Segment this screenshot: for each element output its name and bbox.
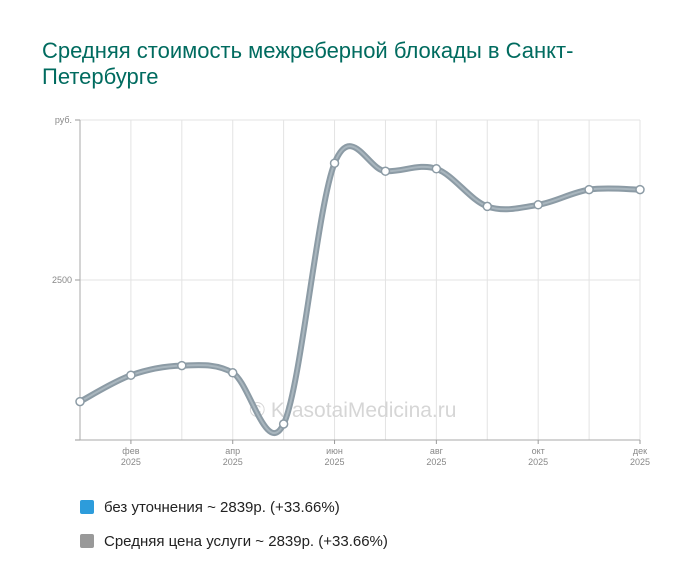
data-point: [380, 166, 391, 176]
watermark: © KrasotaiMedicina.ru: [250, 399, 457, 422]
x-tick-label-month: авг: [430, 446, 444, 456]
y-tick-label: руб.: [55, 115, 72, 125]
data-point: [533, 200, 543, 210]
x-tick-label-month: апр: [225, 446, 240, 456]
data-point: [227, 368, 238, 378]
legend-swatch-gray: [80, 534, 94, 548]
legend-item-unspecified[interactable]: без уточнения ~ 2839р. (+33.66%): [80, 490, 388, 524]
x-tick-label-month: июн: [326, 446, 343, 456]
x-tick-label-year: 2025: [630, 457, 650, 467]
legend-item-average[interactable]: Средняя цена услуги ~ 2839р. (+33.66%): [80, 524, 388, 558]
series-line-average: [80, 143, 640, 437]
y-tick-label: 2500: [52, 275, 72, 285]
legend-label: Средняя цена услуги ~ 2839р. (+33.66%): [104, 532, 388, 550]
x-tick-label-year: 2025: [426, 457, 446, 467]
legend-swatch-blue: [80, 500, 94, 514]
chart-title: Средняя стоимость межреберной блокады в …: [42, 38, 574, 89]
x-tick-label-year: 2025: [528, 457, 548, 467]
data-point: [278, 419, 289, 429]
series-line-unspecified: [80, 145, 640, 435]
x-tick-label-year: 2025: [121, 457, 141, 467]
data-point: [177, 360, 187, 371]
data-point: [635, 184, 645, 195]
data-point: [431, 164, 442, 174]
data-point: [75, 396, 85, 407]
x-tick-label-month: окт: [532, 446, 545, 456]
data-point: [126, 370, 136, 380]
x-tick-label-year: 2025: [325, 457, 345, 467]
x-tick-label-month: фев: [122, 446, 139, 456]
data-point: [482, 201, 493, 212]
legend-label: без уточнения ~ 2839р. (+33.66%): [104, 498, 340, 516]
data-point: [584, 184, 594, 195]
legend: без уточнения ~ 2839р. (+33.66%) Средняя…: [80, 490, 388, 558]
x-tick-label-year: 2025: [223, 457, 243, 467]
data-point: [329, 158, 340, 168]
x-tick-label-month: дек: [633, 446, 647, 456]
